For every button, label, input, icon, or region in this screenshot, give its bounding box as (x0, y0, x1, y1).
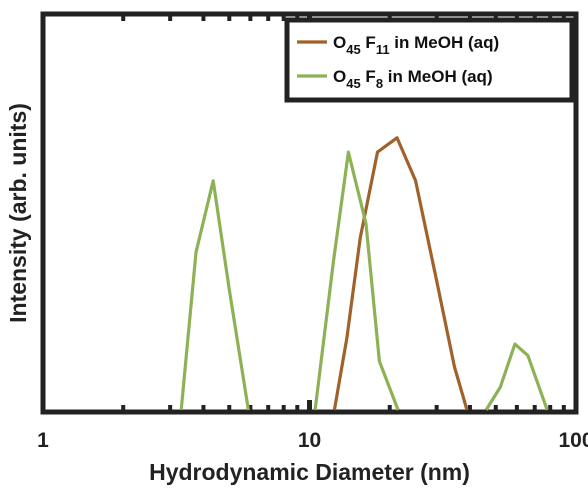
x-tick-label: 1 (37, 429, 49, 452)
legend-label-1: O45 F11 in MeOH (aq) (333, 33, 499, 57)
y-axis-label: Intensity (arb. units) (5, 103, 31, 323)
x-tick-label: 10 (298, 429, 321, 452)
legend-box (284, 17, 575, 103)
series-line-2 (179, 150, 549, 411)
legend-label-2: O45 F8 in MeOH (aq) (333, 67, 493, 91)
series-line-1 (332, 136, 469, 411)
x-tick-labels: 1 10 100 (37, 429, 588, 452)
series-lines (179, 136, 549, 411)
x-axis-label: Hydrodynamic Diameter (nm) (149, 459, 470, 485)
legend: O45 F11 in MeOH (aq) O45 F8 in MeOH (aq) (284, 17, 575, 103)
x-tick-label: 100 (558, 429, 588, 452)
